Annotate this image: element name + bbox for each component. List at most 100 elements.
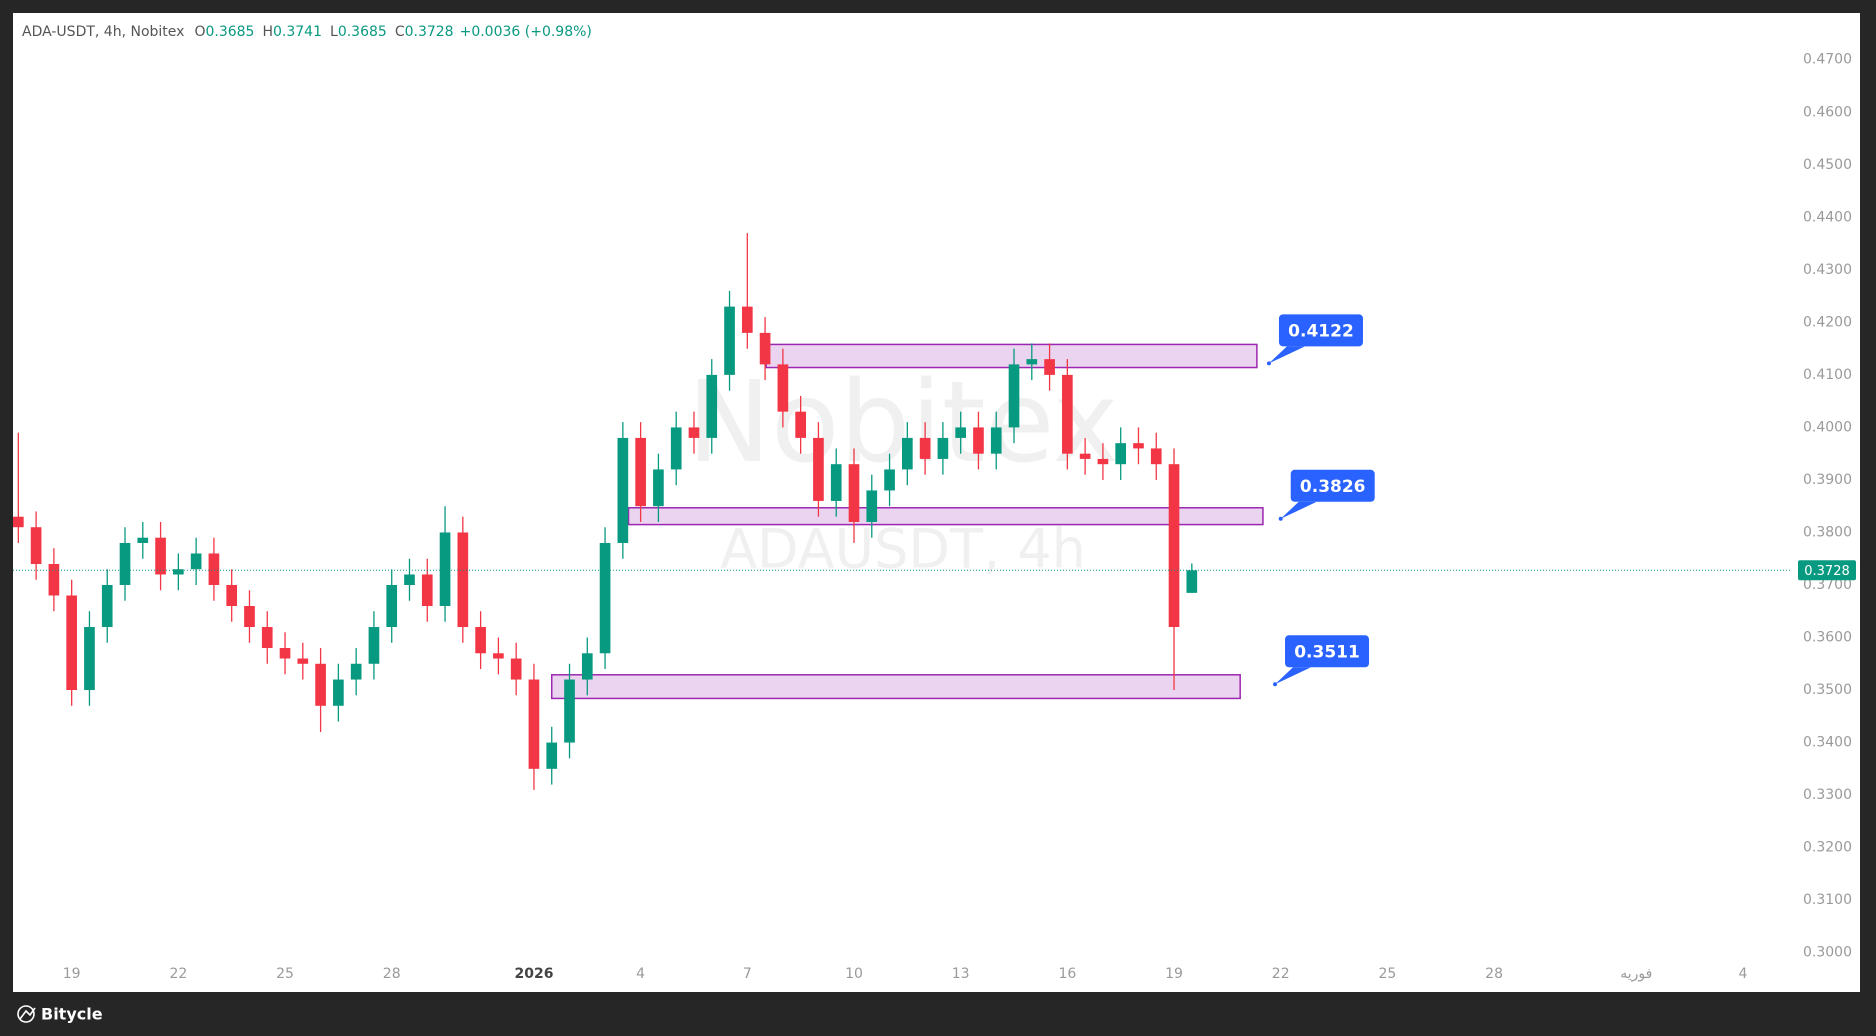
callout-label: 0.3826 — [1300, 477, 1366, 497]
candle-body — [759, 332, 771, 365]
candle-body — [137, 537, 149, 543]
y-tick-label: 0.4500 — [1803, 157, 1852, 173]
callout-anchor — [1278, 516, 1283, 521]
candle-body — [315, 663, 326, 706]
candle-body — [848, 464, 860, 522]
x-tick-label: فوریه — [1620, 966, 1652, 982]
candle-body — [635, 437, 646, 507]
candle-body — [101, 584, 113, 628]
ohlc-value: 0.3685 — [338, 24, 387, 40]
x-tick-label: 2026 — [514, 966, 553, 982]
y-tick-label: 0.4700 — [1803, 52, 1852, 68]
candle-body — [13, 516, 24, 528]
y-tick-label: 0.3000 — [1803, 945, 1852, 961]
candle-body — [741, 306, 753, 333]
candle-body — [48, 563, 60, 596]
candle-body — [581, 653, 593, 680]
candle-body — [173, 569, 184, 575]
last-price-label: 0.3728 — [1804, 564, 1850, 579]
x-tick-label: 28 — [1485, 966, 1503, 982]
candle-body — [297, 658, 309, 664]
x-tick-label: 22 — [1272, 966, 1290, 982]
panel — [13, 13, 1860, 992]
y-tick-label: 0.4300 — [1803, 262, 1852, 278]
y-tick-label: 0.4400 — [1803, 209, 1852, 225]
y-tick-label: 0.3400 — [1803, 735, 1852, 751]
candle-body — [226, 584, 238, 606]
y-tick-label: 0.3800 — [1803, 524, 1852, 540]
brand-logo — [17, 1005, 36, 1023]
candle-body — [617, 437, 629, 543]
last-price-box — [1798, 560, 1856, 581]
header: ADA-USDT, 4h, Nobitex O0.3685 H0.3741 L0.36… — [22, 24, 592, 40]
zone — [627, 507, 1264, 526]
candle-body — [84, 627, 95, 691]
candle-body — [457, 532, 469, 628]
candle-body — [475, 627, 486, 654]
candle-body — [350, 663, 362, 680]
candle-body — [279, 648, 291, 659]
candle-body — [564, 679, 575, 743]
candle-body — [261, 627, 273, 649]
y-tick-label: 0.3200 — [1803, 840, 1852, 856]
candle-body — [1133, 443, 1144, 449]
y-tick-label: 0.4600 — [1803, 104, 1852, 120]
candle-body — [386, 584, 398, 628]
ohlc-value: 0.3741 — [273, 24, 322, 40]
candle-body — [1115, 443, 1127, 465]
candle-body — [884, 469, 895, 491]
callout-label: 0.3511 — [1294, 642, 1360, 662]
x-tick-label: 16 — [1058, 966, 1076, 982]
candle-body — [208, 553, 220, 585]
candle-body — [795, 411, 806, 438]
change: +0.0036 (+0.98%) — [460, 24, 592, 40]
candle-body — [919, 437, 931, 459]
y-tick-label: 0.4100 — [1803, 367, 1852, 383]
zone — [765, 343, 1258, 369]
candle-body — [653, 469, 664, 507]
candle-body — [813, 437, 824, 501]
candle-body — [510, 658, 522, 680]
y-tick-label: 0.4200 — [1803, 314, 1852, 330]
ohlc-value: 0.3685 — [205, 24, 254, 40]
y-tick-label: 0.3600 — [1803, 630, 1852, 646]
y-tick-label: 0.3700 — [1803, 577, 1852, 593]
x-tick-label: 10 — [845, 966, 863, 982]
candle-body — [439, 532, 451, 606]
candle-body — [973, 427, 984, 454]
y-tick-label: 0.3900 — [1803, 472, 1852, 488]
candle-body — [66, 595, 78, 691]
zone — [550, 674, 1241, 700]
x-tick-label: 28 — [383, 966, 401, 982]
candle-body — [244, 605, 255, 628]
candle-body — [706, 374, 718, 438]
x-tick-label: 4 — [1739, 966, 1748, 982]
candle-body — [1097, 458, 1109, 465]
callout-pointer — [1275, 667, 1312, 685]
candle-body — [990, 427, 1002, 454]
ohlc-key: L — [330, 24, 338, 40]
candle-body — [30, 527, 42, 564]
candle-body — [955, 427, 967, 438]
candle-body — [830, 464, 842, 501]
candle-body — [1026, 359, 1038, 365]
x-tick-label: 7 — [743, 966, 752, 982]
x-tick-label: 25 — [1378, 966, 1396, 982]
x-tick-label: 22 — [169, 966, 187, 982]
candle-body — [777, 364, 789, 412]
candle-body — [528, 679, 540, 769]
candle-body — [1186, 570, 1198, 593]
brand: Bitycle — [41, 1005, 103, 1024]
y-tick-label: 0.3300 — [1803, 787, 1852, 803]
candle-body — [1150, 448, 1162, 465]
x-tick-label: 19 — [1165, 966, 1183, 982]
x-tick-label: 4 — [636, 966, 645, 982]
callout-box — [1278, 314, 1363, 347]
candle-body — [670, 427, 682, 470]
callout-pointer — [1280, 501, 1317, 519]
callout-label: 0.4122 — [1288, 321, 1354, 341]
candle-body — [1008, 364, 1020, 428]
candle-body — [902, 437, 913, 470]
